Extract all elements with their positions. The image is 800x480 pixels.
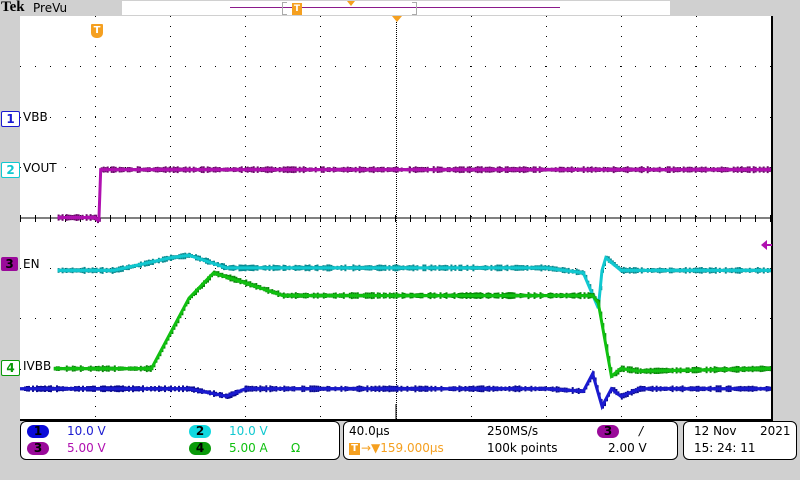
record-position-triangle-icon [347,1,355,6]
ch2-chip[interactable]: 2 [189,425,211,438]
trigger-level-tick [766,244,772,246]
trigger-marker-icon[interactable]: T [91,24,103,38]
ch1-label: VBB [23,110,49,124]
ch2-scale: 10.0 V [229,424,268,438]
ch4-chip[interactable]: 4 [189,442,211,455]
trigger-level-arrow-icon[interactable] [761,240,767,250]
waveform-graticule[interactable] [20,16,773,421]
ch1-ground-marker[interactable]: 1 [1,111,20,127]
ch4-termination-icon: Ω [291,441,301,455]
waveforms [20,166,771,411]
ch2-label: VOUT [23,161,58,175]
record-view-bracket-left [282,2,287,15]
record-view-bracket-right [412,2,417,15]
horizontal-trigger-panel[interactable]: 40.0µs T →▼159.000µs 250MS/s 100k points… [343,421,678,460]
trigger-slope-icon: / [639,424,644,438]
channel-scale-panel[interactable]: 1 10.0 V 2 10.0 V 3 5.00 V 4 5.00 A Ω [20,421,340,460]
acquisition-mode: PreVu [33,1,68,15]
time: 15: 24: 11 [694,441,756,455]
ch4-ground-marker[interactable]: 4 [1,360,20,376]
ch3-scale: 5.00 V [67,441,106,455]
record-waveform-line [230,7,560,8]
datetime-panel: 12 Nov 2021 15: 24: 11 [683,421,797,460]
ch4-scale: 5.00 A [229,441,268,455]
grid-dots [20,16,771,419]
sample-rate: 250MS/s [487,424,539,438]
ch3-ground-marker[interactable]: 3 [1,257,18,271]
brand-logo: Tek [1,0,25,15]
record-view-bar[interactable]: T [122,1,670,15]
trigger-position-icon[interactable] [392,16,402,22]
trigger-level: 2.00 V [608,441,647,455]
ch2-ground-marker[interactable]: 2 [1,162,20,178]
ch3-label: EN [23,257,41,271]
ch1-scale: 10.0 V [67,424,106,438]
horizontal-delay[interactable]: →▼159.000µs [361,441,444,455]
record-length: 100k points [487,441,558,455]
ch3-chip[interactable]: 3 [27,442,49,455]
time-per-div: 40.0µs [349,424,390,438]
ch4-label: IVBB [23,359,53,373]
trigger-delay-icon: T [349,443,360,455]
date: 12 Nov [694,424,737,438]
year: 2021 [760,424,791,438]
trigger-source-chip[interactable]: 3 [597,425,619,438]
ch1-chip[interactable]: 1 [27,425,49,438]
record-trigger-icon: T [292,3,302,15]
